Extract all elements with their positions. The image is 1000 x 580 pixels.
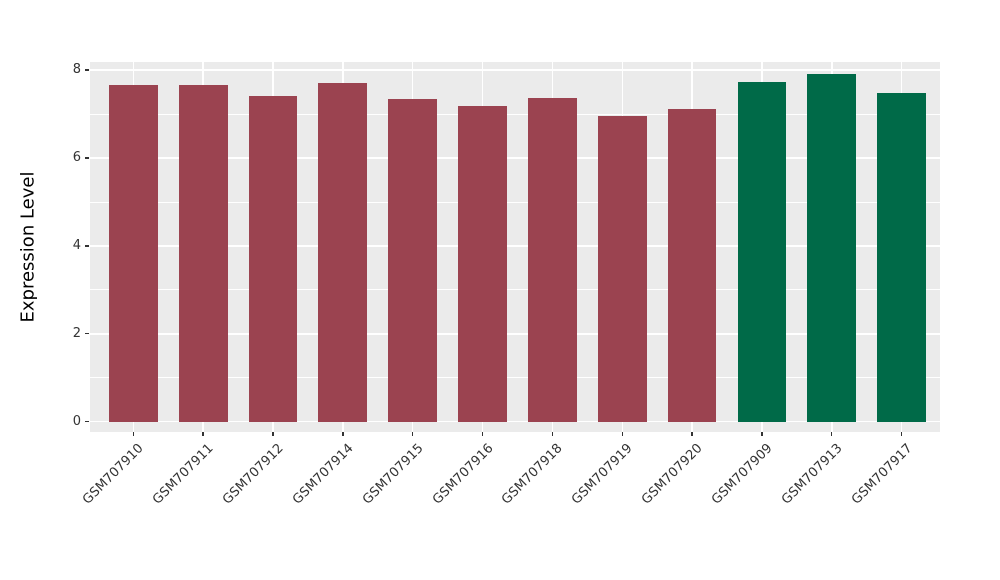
plot-panel: [90, 62, 940, 432]
x-tick-mark: [761, 432, 763, 436]
gridline-major: [90, 333, 940, 335]
gridline-minor: [90, 113, 940, 115]
bar-GSM707912: [248, 96, 298, 422]
y-tick-mark: [85, 421, 89, 423]
x-tick-mark: [481, 432, 484, 436]
y-tick-label: 0: [72, 413, 81, 429]
x-tick-mark: [412, 432, 414, 436]
y-tick-label: 8: [72, 62, 81, 78]
y-tick-mark: [85, 157, 89, 159]
x-tick-mark: [132, 432, 134, 436]
gridline-minor: [90, 201, 940, 203]
gridline-major: [90, 157, 940, 159]
x-tick-label: GSM707918: [499, 441, 566, 508]
x-tick-mark: [342, 432, 344, 436]
bar-GSM707916: [458, 106, 507, 422]
x-tick-label: GSM707909: [708, 441, 776, 508]
x-tick-mark: [551, 432, 554, 436]
bar-GSM707915: [388, 99, 438, 422]
bar-GSM707909: [737, 81, 787, 422]
x-tick-mark: [272, 432, 274, 436]
bar-GSM707914: [318, 83, 368, 422]
bar-GSM707910: [108, 84, 158, 422]
x-tick-label: GSM707920: [639, 441, 706, 508]
gridline-major: [90, 420, 940, 423]
x-tick-mark: [831, 432, 833, 436]
bar-GSM707918: [528, 98, 577, 422]
x-tick-mark: [202, 432, 204, 436]
y-tick-mark: [85, 333, 89, 335]
x-tick-label: GSM707914: [289, 441, 357, 508]
bar-GSM707917: [877, 92, 927, 422]
bar-GSM707911: [178, 84, 228, 422]
y-tick-label: 2: [72, 325, 81, 341]
gridline-minor: [90, 377, 940, 379]
y-tick-label: 4: [72, 237, 81, 253]
gridline-major: [90, 69, 940, 71]
bar-GSM707920: [667, 109, 717, 422]
bar-GSM707919: [597, 116, 647, 422]
x-tick-label: GSM707915: [359, 441, 427, 508]
gridline-major: [90, 245, 940, 247]
x-tick-label: GSM707913: [778, 441, 846, 508]
gridline-minor: [90, 289, 940, 291]
y-tick-mark: [85, 245, 89, 247]
y-axis-title: Expression Level: [17, 171, 39, 323]
x-tick-mark: [691, 432, 693, 436]
y-tick-label: 6: [72, 150, 81, 165]
y-tick-mark: [85, 69, 89, 71]
x-tick-label: GSM707919: [569, 441, 636, 508]
x-tick-label: GSM707911: [150, 441, 217, 508]
x-tick-mark: [900, 432, 903, 436]
x-tick-label: GSM707912: [220, 441, 287, 508]
x-tick-label: GSM707916: [429, 441, 497, 508]
bar-GSM707913: [807, 73, 857, 422]
x-tick-mark: [621, 432, 623, 436]
x-tick-label: GSM707910: [80, 441, 147, 508]
x-tick-label: GSM707917: [848, 441, 916, 508]
